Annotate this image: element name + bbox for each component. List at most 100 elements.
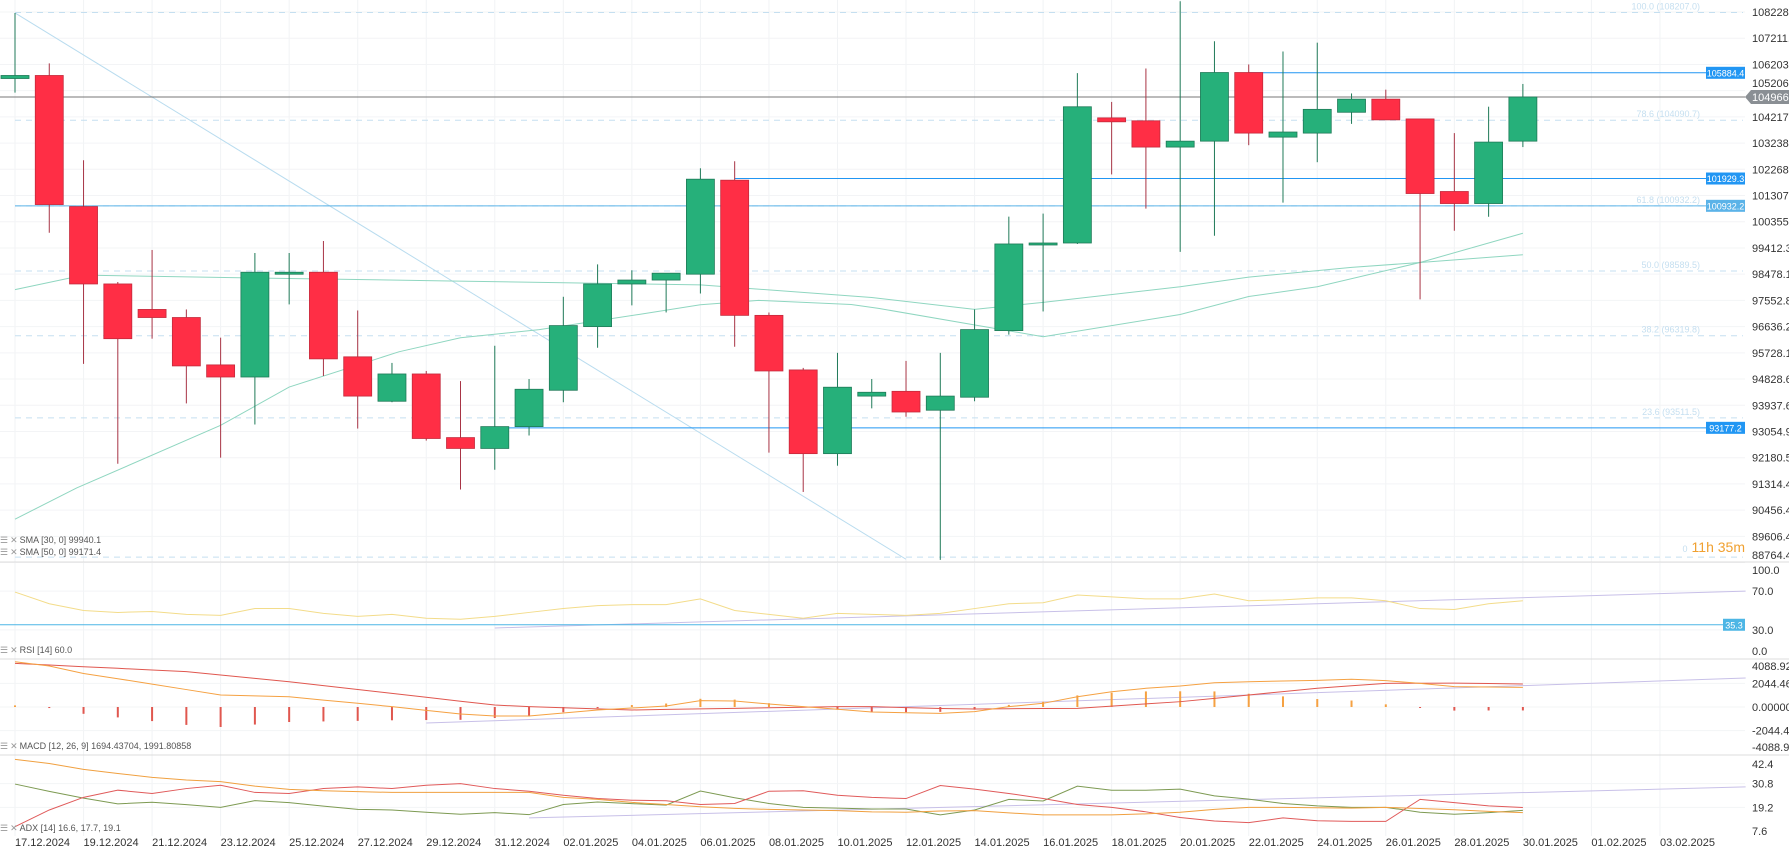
candle-down: [788, 369, 818, 455]
candle-down: [720, 179, 750, 316]
rsi-level-badge: [1723, 618, 1745, 631]
fib-level-label: 78.6 (104090.7): [1636, 109, 1700, 119]
date-axis-label: 14.01.2025: [975, 837, 1030, 849]
date-axis-label: 25.12.2024: [289, 837, 344, 849]
candle-up: [1165, 140, 1195, 148]
macd-histogram-bar: [288, 707, 291, 723]
close-icon[interactable]: ✕: [10, 823, 18, 833]
price-level-badge-label: 101929.3: [1707, 174, 1745, 184]
close-icon[interactable]: ✕: [10, 741, 18, 751]
macd-histogram-bar: [1453, 707, 1456, 711]
legend-rsi-label: RSI [14] 60.0: [19, 645, 73, 655]
legend-macd[interactable]: ☰ ✕ MACD [12, 26, 9] 1694.43704, 1991.808…: [0, 741, 191, 751]
macd-histogram-bar: [1281, 696, 1284, 707]
candle-down: [1439, 191, 1469, 204]
candle-up: [1200, 72, 1229, 142]
price-level-badge-label: 100932.2: [1707, 201, 1745, 211]
candle-down: [1371, 98, 1401, 121]
menu-icon[interactable]: ☰: [0, 547, 9, 557]
adx-trend-line: [529, 786, 1746, 819]
macd-histogram-bar: [973, 707, 976, 710]
macd-histogram-bar: [733, 699, 736, 707]
macd-histogram-bar: [116, 707, 119, 718]
date-axis-label: 30.01.2025: [1523, 837, 1578, 849]
date-axis-label: 17.12.2024: [15, 837, 70, 849]
macd-axis-tick: -2044.46: [1752, 726, 1789, 738]
legend-sma30-label: SMA [30, 0] 99940.1: [19, 535, 102, 545]
close-icon[interactable]: ✕: [10, 547, 18, 557]
candle-up: [686, 178, 715, 275]
fib-level-label: 50.0 (98589.5): [1641, 260, 1700, 270]
rsi-line: [14, 591, 1523, 620]
menu-icon[interactable]: ☰: [0, 535, 9, 545]
macd-histogram-bar: [493, 707, 496, 718]
candle-up: [0, 75, 30, 79]
date-axis-label: 08.01.2025: [769, 837, 824, 849]
price-axis-tick: 93937.6: [1752, 400, 1789, 412]
candle-up: [1508, 96, 1538, 142]
macd-histogram-bar: [14, 705, 16, 707]
adx-axis-tick: 30.8: [1752, 779, 1773, 791]
legend-macd-label: MACD [12, 26, 9] 1694.43704, 1991.80858: [19, 741, 192, 751]
menu-icon[interactable]: ☰: [0, 645, 9, 655]
date-axis-label: 24.01.2025: [1317, 837, 1372, 849]
candle-countdown: 11h 35m: [1691, 539, 1745, 555]
macd-axis-tick: 0.00000: [1752, 702, 1789, 714]
price-axis-tick: 104217.4: [1752, 112, 1789, 124]
macd-histogram-bar: [836, 707, 839, 710]
date-axis-label: 28.01.2025: [1454, 837, 1509, 849]
adx-line: [14, 758, 1523, 816]
fib-zero-prefix: 0: [1682, 544, 1688, 554]
menu-icon[interactable]: ☰: [0, 823, 9, 833]
price-axis-tick: 95728.1: [1752, 348, 1789, 360]
macd-histogram-bar: [596, 707, 599, 709]
candle-up: [480, 426, 510, 449]
adx-axis-tick: 19.2: [1752, 802, 1773, 814]
candle-down: [1234, 72, 1264, 134]
macd-histogram-bar: [1247, 693, 1250, 707]
date-axis-label: 27.12.2024: [358, 837, 413, 849]
candle-up: [583, 283, 612, 328]
adx-minus-di-line: [14, 783, 1523, 828]
candle-down: [34, 75, 64, 205]
price-axis-tick: 103238.2: [1752, 138, 1789, 150]
current-price-badge: [1745, 89, 1789, 104]
legend-sma50[interactable]: ☰ ✕ SMA [50, 0] 99171.4: [0, 547, 101, 557]
candle-down: [171, 317, 201, 367]
rsi-axis-tick: 0.0: [1752, 646, 1767, 658]
price-level-badge: [1706, 66, 1745, 79]
legend-rsi[interactable]: ☰ ✕ RSI [14] 60.0: [0, 645, 72, 655]
candle-up: [925, 395, 955, 411]
price-axis-tick: 100355.2: [1752, 217, 1789, 229]
candle-up: [514, 388, 544, 428]
date-axis-label: 02.01.2025: [563, 837, 618, 849]
candle-down: [411, 373, 441, 439]
adx-plus-di-line: [14, 783, 1523, 816]
legend-sma50-label: SMA [50, 0] 99171.4: [19, 547, 102, 557]
candle-down: [1131, 120, 1161, 148]
candle-up: [617, 279, 647, 285]
candle-up: [1337, 98, 1366, 113]
candle-up: [823, 386, 852, 455]
fib-level-label: 38.2 (96319.8): [1641, 325, 1700, 335]
macd-histogram-bar: [185, 707, 188, 725]
legend-adx[interactable]: ☰ ✕ ADX [14] 16.6, 17.7, 19.1: [0, 823, 121, 833]
fib-level-label: 23.6 (93511.5): [1642, 407, 1700, 417]
macd-histogram-bar: [665, 703, 668, 707]
candle-up: [1302, 108, 1332, 134]
menu-icon[interactable]: ☰: [0, 741, 9, 751]
price-axis-tick: 107211.3: [1752, 33, 1789, 45]
date-axis-label: 21.12.2024: [152, 837, 207, 849]
price-axis-tick: 91314.4: [1752, 479, 1789, 491]
legend-sma30[interactable]: ☰ ✕ SMA [30, 0] 99940.1: [0, 535, 101, 545]
close-icon[interactable]: ✕: [10, 535, 18, 545]
candle-up: [548, 325, 578, 391]
date-axis-label: 10.01.2025: [837, 837, 892, 849]
candle-up: [274, 271, 304, 275]
close-icon[interactable]: ✕: [10, 645, 18, 655]
price-axis-tick: 89606.4: [1752, 531, 1789, 543]
macd-histogram-bar: [1487, 707, 1490, 711]
date-axis-label: 29.12.2024: [426, 837, 481, 849]
macd-histogram-bar: [151, 707, 154, 722]
